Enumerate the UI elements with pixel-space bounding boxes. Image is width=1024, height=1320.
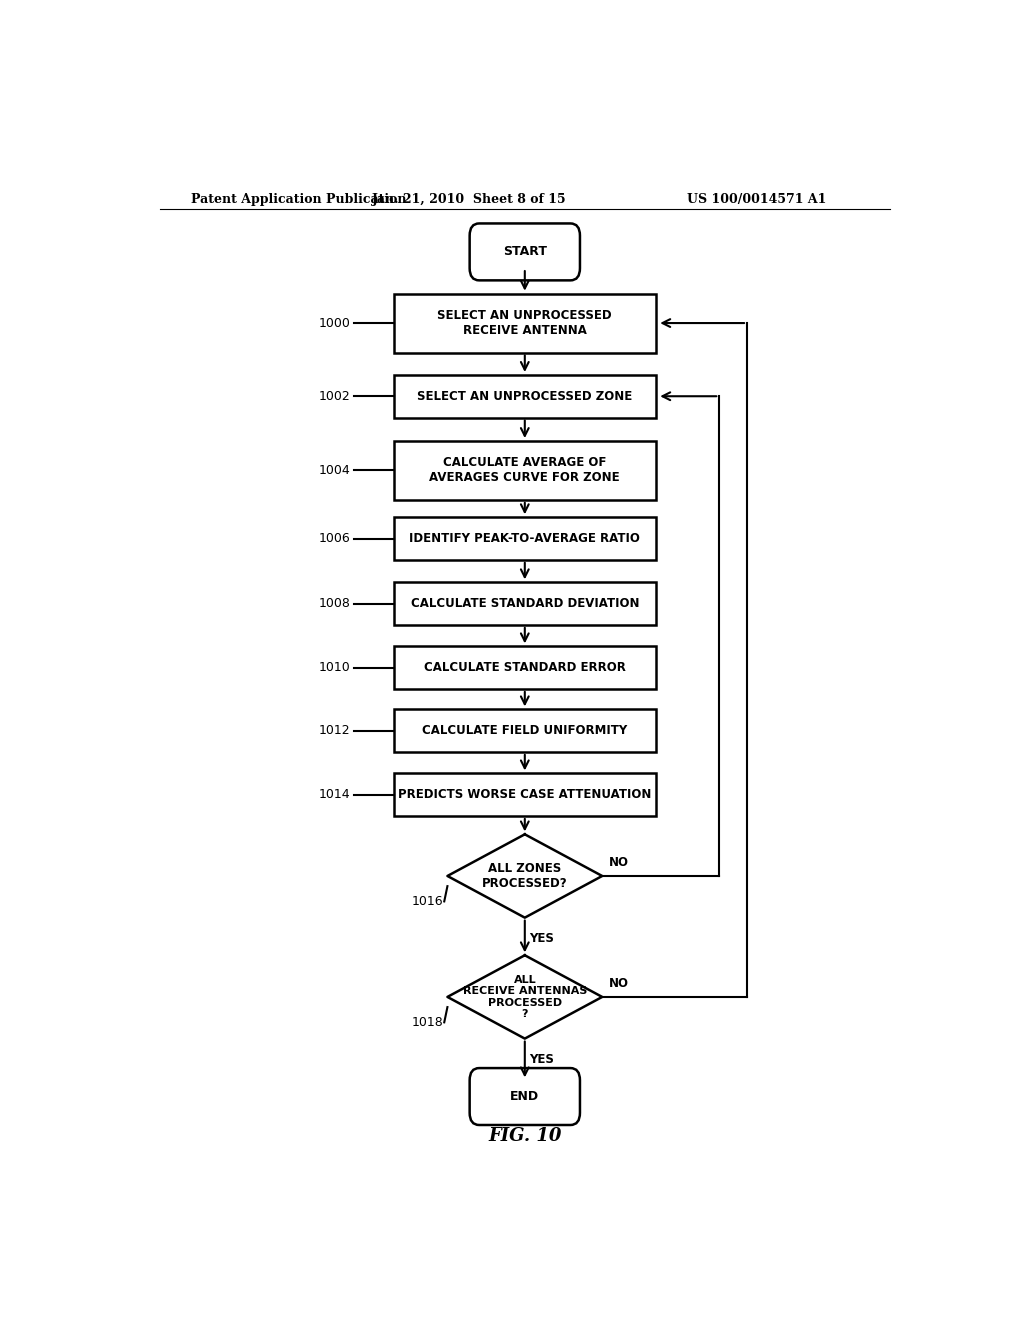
- Text: ALL ZONES
PROCESSED?: ALL ZONES PROCESSED?: [482, 862, 567, 890]
- Text: END: END: [510, 1090, 540, 1104]
- Polygon shape: [447, 956, 602, 1039]
- Text: 1002: 1002: [318, 389, 350, 403]
- Polygon shape: [447, 834, 602, 917]
- Text: CALCULATE STANDARD DEVIATION: CALCULATE STANDARD DEVIATION: [411, 597, 639, 610]
- Text: CALCULATE STANDARD ERROR: CALCULATE STANDARD ERROR: [424, 661, 626, 675]
- Text: ALL
RECEIVE ANTENNAS
PROCESSED
?: ALL RECEIVE ANTENNAS PROCESSED ?: [463, 974, 587, 1019]
- Text: YES: YES: [528, 1053, 554, 1065]
- FancyBboxPatch shape: [470, 1068, 580, 1125]
- Text: 1000: 1000: [318, 317, 350, 330]
- Text: NO: NO: [608, 857, 629, 870]
- Text: START: START: [503, 246, 547, 259]
- Text: Jan. 21, 2010  Sheet 8 of 15: Jan. 21, 2010 Sheet 8 of 15: [372, 193, 566, 206]
- Text: 1012: 1012: [318, 725, 350, 737]
- Text: US 100/0014571 A1: US 100/0014571 A1: [687, 193, 826, 206]
- Bar: [394, 517, 655, 560]
- Bar: [394, 647, 655, 689]
- Bar: [394, 441, 655, 500]
- Text: 1014: 1014: [318, 788, 350, 801]
- Text: SELECT AN UNPROCESSED
RECEIVE ANTENNA: SELECT AN UNPROCESSED RECEIVE ANTENNA: [437, 309, 612, 337]
- FancyBboxPatch shape: [470, 223, 580, 280]
- Bar: [394, 293, 655, 352]
- Text: 1016: 1016: [412, 895, 443, 908]
- Bar: [394, 709, 655, 752]
- Bar: [394, 375, 655, 417]
- Bar: [394, 774, 655, 816]
- Text: SELECT AN UNPROCESSED ZONE: SELECT AN UNPROCESSED ZONE: [417, 389, 633, 403]
- Text: CALCULATE AVERAGE OF
AVERAGES CURVE FOR ZONE: CALCULATE AVERAGE OF AVERAGES CURVE FOR …: [429, 457, 621, 484]
- Text: NO: NO: [608, 977, 629, 990]
- Text: CALCULATE FIELD UNIFORMITY: CALCULATE FIELD UNIFORMITY: [422, 725, 628, 737]
- Text: IDENTIFY PEAK-TO-AVERAGE RATIO: IDENTIFY PEAK-TO-AVERAGE RATIO: [410, 532, 640, 545]
- Text: 1004: 1004: [318, 463, 350, 477]
- Text: Patent Application Publication: Patent Application Publication: [191, 193, 407, 206]
- Text: 1006: 1006: [318, 532, 350, 545]
- Text: YES: YES: [528, 932, 554, 945]
- Text: 1010: 1010: [318, 661, 350, 675]
- Text: 1018: 1018: [412, 1016, 443, 1028]
- Text: 1008: 1008: [318, 597, 350, 610]
- Text: FIG. 10: FIG. 10: [488, 1127, 561, 1146]
- Text: PREDICTS WORSE CASE ATTENUATION: PREDICTS WORSE CASE ATTENUATION: [398, 788, 651, 801]
- Bar: [394, 582, 655, 624]
